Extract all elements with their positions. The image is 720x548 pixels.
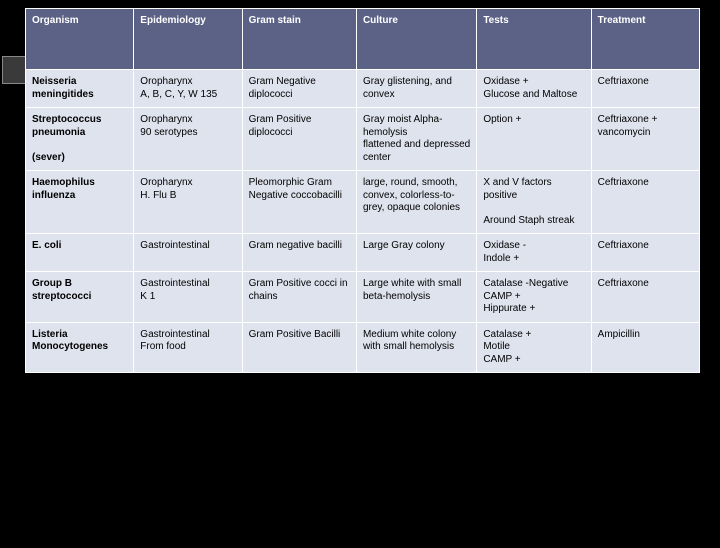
side-tab bbox=[2, 56, 26, 84]
cell-organism: Group B streptococci bbox=[26, 272, 134, 323]
cell-culture: Medium white colony with small hemolysis bbox=[356, 322, 476, 373]
cell-gramstain: Pleomorphic Gram Negative coccobacilli bbox=[242, 171, 356, 234]
cell-treatment: Ceftriaxone bbox=[591, 234, 699, 272]
cell-tests: Catalase +MotileCAMP + bbox=[477, 322, 591, 373]
cell-treatment: Ceftriaxone + vancomycin bbox=[591, 108, 699, 171]
cell-epidemiology: Oropharynx 90 serotypes bbox=[134, 108, 242, 171]
col-culture: Culture bbox=[356, 9, 476, 70]
table-row: Neisseria meningitides OropharynxA, B, C… bbox=[26, 70, 700, 108]
cell-treatment: Ceftriaxone bbox=[591, 272, 699, 323]
cell-tests: Oxidase -Indole + bbox=[477, 234, 591, 272]
cell-epidemiology: Gastrointestinal bbox=[134, 234, 242, 272]
cell-gramstain: Gram Negative diplococci bbox=[242, 70, 356, 108]
table-row: Group B streptococci GastrointestinalK 1… bbox=[26, 272, 700, 323]
cell-culture: Gray glistening, and convex bbox=[356, 70, 476, 108]
table-row: Listeria Monocytogenes GastrointestinalF… bbox=[26, 322, 700, 373]
cell-tests: Catalase -NegativeCAMP +Hippurate + bbox=[477, 272, 591, 323]
cell-treatment: Ceftriaxone bbox=[591, 171, 699, 234]
cell-organism: Listeria Monocytogenes bbox=[26, 322, 134, 373]
cell-tests: Option + bbox=[477, 108, 591, 171]
col-organism: Organism bbox=[26, 9, 134, 70]
table-row: E. coli Gastrointestinal Gram negative b… bbox=[26, 234, 700, 272]
cell-gramstain: Gram Positive diplococci bbox=[242, 108, 356, 171]
cell-tests: X and V factors positiveAround Staph str… bbox=[477, 171, 591, 234]
organism-table: Organism Epidemiology Gram stain Culture… bbox=[25, 8, 700, 373]
cell-organism: Neisseria meningitides bbox=[26, 70, 134, 108]
cell-culture: Large white with small beta-hemolysis bbox=[356, 272, 476, 323]
cell-culture: Gray moist Alpha-hemolysis flattened and… bbox=[356, 108, 476, 171]
cell-culture: Large Gray colony bbox=[356, 234, 476, 272]
table-body: Neisseria meningitides OropharynxA, B, C… bbox=[26, 70, 700, 373]
organism-table-wrap: Organism Epidemiology Gram stain Culture… bbox=[25, 8, 700, 373]
cell-organism: Haemophilus influenza bbox=[26, 171, 134, 234]
cell-organism: E. coli bbox=[26, 234, 134, 272]
cell-epidemiology: GastrointestinalK 1 bbox=[134, 272, 242, 323]
table-header-row: Organism Epidemiology Gram stain Culture… bbox=[26, 9, 700, 70]
cell-gramstain: Gram Positive cocci in chains bbox=[242, 272, 356, 323]
table-row: Haemophilus influenza OropharynxH. Flu B… bbox=[26, 171, 700, 234]
col-epidemiology: Epidemiology bbox=[134, 9, 242, 70]
cell-tests: Oxidase +Glucose and Maltose bbox=[477, 70, 591, 108]
col-treatment: Treatment bbox=[591, 9, 699, 70]
cell-treatment: Ceftriaxone bbox=[591, 70, 699, 108]
cell-treatment: Ampicillin bbox=[591, 322, 699, 373]
cell-epidemiology: OropharynxH. Flu B bbox=[134, 171, 242, 234]
col-tests: Tests bbox=[477, 9, 591, 70]
cell-epidemiology: GastrointestinalFrom food bbox=[134, 322, 242, 373]
cell-gramstain: Gram negative bacilli bbox=[242, 234, 356, 272]
cell-gramstain: Gram Positive Bacilli bbox=[242, 322, 356, 373]
table-row: Streptococcus pneumonia(sever) Oropharyn… bbox=[26, 108, 700, 171]
cell-organism: Streptococcus pneumonia(sever) bbox=[26, 108, 134, 171]
col-gramstain: Gram stain bbox=[242, 9, 356, 70]
cell-epidemiology: OropharynxA, B, C, Y, W 135 bbox=[134, 70, 242, 108]
cell-culture: large, round, smooth, convex, colorless-… bbox=[356, 171, 476, 234]
